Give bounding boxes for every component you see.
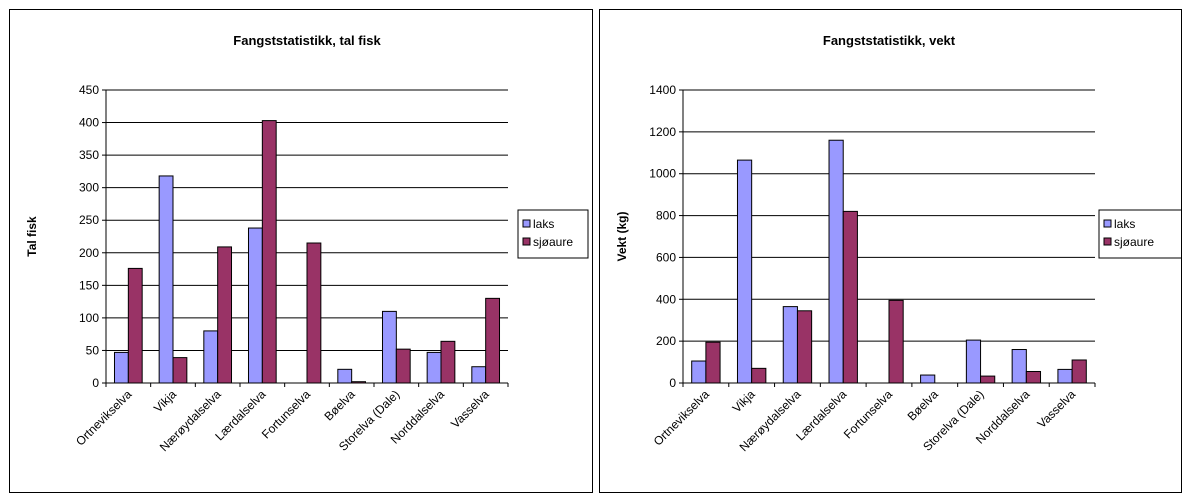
bar-sjøaure <box>888 299 904 384</box>
y-tick-label: 150 <box>79 278 99 292</box>
chart-title: Fangststatistikk, vekt <box>823 33 956 48</box>
chart-vekt: Fangststatistikk, vekt Vekt (kg) 0 200 400 60… <box>599 9 1182 493</box>
x-category-label: Bøelva <box>321 387 358 424</box>
x-category-label: Vasselva <box>1035 387 1079 431</box>
bar-laks <box>158 175 174 384</box>
x-category-label: Bøelva <box>905 387 942 424</box>
bar-laks <box>381 310 397 384</box>
legend-box <box>1098 209 1181 259</box>
bar-laks <box>920 374 936 384</box>
bar-sjøaure <box>842 210 858 384</box>
bar-laks <box>337 368 353 384</box>
x-category-label: Vasselva <box>448 387 492 431</box>
y-tick-label: 800 <box>656 209 676 223</box>
bar-sjøaure <box>751 367 767 384</box>
chart-tal-fisk-svg: Fangststatistikk, tal fisk Tal fisk 0 50 100… <box>25 33 589 454</box>
bar-sjøaure <box>395 348 411 384</box>
bar-laks <box>691 360 707 384</box>
y-tick-label: 400 <box>79 116 99 130</box>
bar-laks <box>471 366 487 384</box>
chart-vekt-svg: Fangststatistikk, vekt Vekt (kg) 0 200 400 60… <box>615 33 1181 454</box>
x-category-label: Vikja <box>151 387 179 415</box>
bar-sjøaure <box>1025 370 1042 384</box>
legend-label-sjøaure: sjøaure <box>533 235 573 249</box>
chart-tal-fisk: Fangststatistikk, tal fisk Tal fisk 0 50 100… <box>9 9 593 493</box>
bar-sjøaure <box>440 340 456 384</box>
bar-laks <box>782 306 798 384</box>
y-axis-label: Tal fisk <box>25 216 39 257</box>
y-tick-label: 0 <box>669 376 676 390</box>
bar-laks <box>426 351 442 384</box>
x-category-label: Fortunselva <box>841 387 895 441</box>
y-tick-label: 400 <box>656 292 676 306</box>
legend-label-laks: laks <box>533 217 554 231</box>
x-category-label: Ortnevikselva <box>73 387 135 449</box>
bar-sjøaure <box>351 381 367 384</box>
y-tick-label: 0 <box>92 376 99 390</box>
bar-sjøaure <box>796 310 813 384</box>
y-tick-label: 1400 <box>649 83 676 97</box>
bar-laks <box>828 139 844 384</box>
bar-sjøaure <box>1071 359 1087 384</box>
x-category-label: Fortunselva <box>259 387 313 441</box>
bar-laks <box>965 339 982 384</box>
y-tick-label: 600 <box>656 250 676 264</box>
bar-sjøaure <box>980 375 996 384</box>
legend-label-sjøaure: sjøaure <box>1114 235 1154 249</box>
bar-sjøaure <box>261 120 277 384</box>
y-tick-label: 50 <box>86 343 100 357</box>
bar-sjøaure <box>127 267 143 384</box>
bar-laks <box>736 159 753 384</box>
bar-laks <box>203 330 219 384</box>
legend-label-laks: laks <box>1114 217 1135 231</box>
y-tick-label: 1000 <box>649 167 676 181</box>
bar-laks <box>1057 368 1073 384</box>
y-axis-label: Vekt (kg) <box>615 211 629 261</box>
y-tick-label: 100 <box>79 311 99 325</box>
legend-swatch-laks <box>1103 219 1112 228</box>
y-tick-label: 200 <box>656 334 676 348</box>
y-tick-label: 300 <box>79 181 99 195</box>
y-tick-label: 200 <box>79 246 99 260</box>
y-tick-label: 450 <box>79 83 99 97</box>
x-category-label: Ortnevikselva <box>651 387 713 449</box>
legend-swatch-sjøaure <box>1103 237 1112 246</box>
bar-laks <box>113 351 129 384</box>
bar-sjøaure <box>705 341 721 384</box>
y-tick-label: 350 <box>79 148 99 162</box>
bar-laks <box>247 227 263 384</box>
legend-swatch-laks <box>522 219 531 228</box>
bar-laks <box>1011 349 1027 384</box>
bar-sjøaure <box>217 246 233 384</box>
y-tick-label: 1200 <box>649 125 676 139</box>
bar-sjøaure <box>172 357 188 384</box>
bar-sjøaure <box>306 242 322 384</box>
legend-box <box>517 209 589 259</box>
legend-swatch-sjøaure <box>522 237 531 246</box>
x-category-label: Vikja <box>730 387 758 415</box>
bar-sjøaure <box>485 297 501 384</box>
y-tick-label: 250 <box>79 213 99 227</box>
chart-title: Fangststatistikk, tal fisk <box>233 33 381 48</box>
